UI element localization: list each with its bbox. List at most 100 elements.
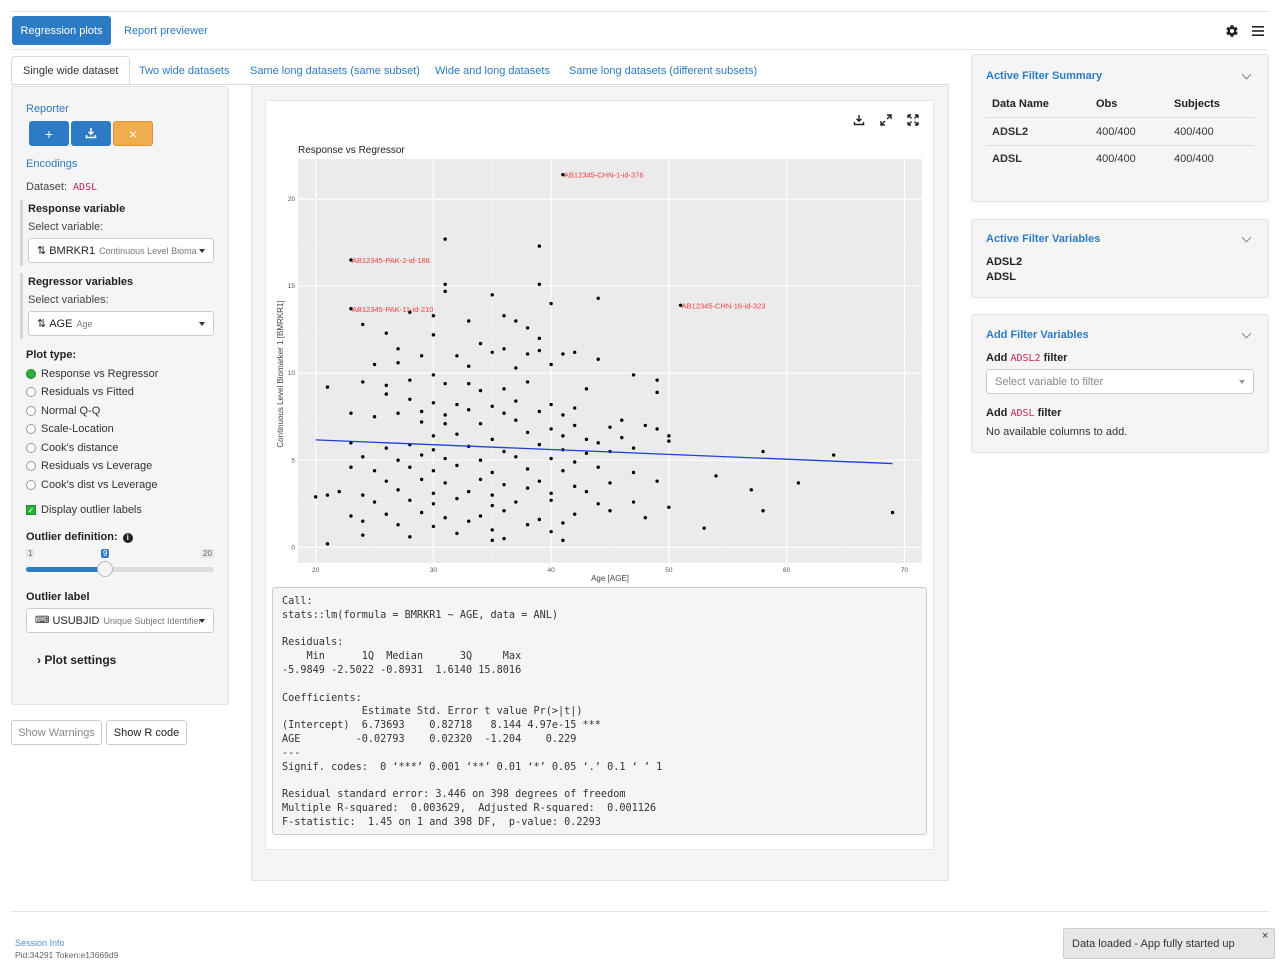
data-point [514, 319, 518, 323]
data-point [549, 529, 553, 534]
data-point [537, 479, 542, 483]
filter-variable-item: ADSL [986, 271, 1016, 283]
data-point [478, 341, 483, 346]
data-point [361, 455, 365, 459]
response-variable-select[interactable]: ⇅ BMRKR1 Continuous Level Biomarker 1 [28, 238, 214, 263]
reset-report-button[interactable]: × [113, 121, 153, 146]
radio-cooks-distance[interactable]: Cook's distance [26, 441, 118, 455]
toast-message: Data loaded - App fully started up [1072, 937, 1235, 950]
data-point [667, 505, 671, 509]
regression-chart: Response vs Regressor 20 30 40 50 60 70 0 5 10 15… [276, 145, 922, 583]
data-point [796, 481, 801, 485]
summary-header-subjects: Subjects [1174, 98, 1220, 110]
data-point [655, 378, 659, 382]
session-info-link[interactable]: Session Info [15, 938, 65, 948]
data-point [455, 496, 459, 501]
add-adsl2-filter-label: Add ADSL2 filter [986, 352, 1068, 364]
data-point [561, 469, 565, 473]
outlier-label-select[interactable]: ⌨ USUBJID Unique Subject Identifier [26, 608, 214, 633]
data-point [478, 421, 483, 426]
radio-cooks-dist-vs-leverage[interactable]: Cook's dist vs Leverage [26, 478, 157, 492]
plot-settings-toggle[interactable]: › Plot settings [37, 653, 117, 667]
display-outlier-labels-checkbox[interactable]: ✓ Display outlier labels [26, 504, 142, 516]
tab-two-wide-datasets[interactable]: Two wide datasets [139, 64, 230, 77]
y-tick-label: 0 [291, 544, 295, 551]
data-point [525, 352, 530, 356]
radio-residuals-vs-fitted[interactable]: Residuals vs Fitted [26, 385, 134, 399]
data-point [596, 502, 600, 506]
data-point [419, 477, 424, 482]
data-point [655, 390, 659, 395]
data-point [502, 314, 506, 318]
nav-tab-report-previewer[interactable]: Report previewer [124, 24, 208, 37]
regressor-variable-select[interactable]: ⇅ AGE Age [28, 311, 214, 336]
select-variable-to-filter[interactable]: Select variable to filter [986, 369, 1254, 394]
data-point [537, 244, 542, 248]
data-point [490, 437, 494, 442]
data-point [431, 448, 436, 452]
y-tick-label: 10 [288, 370, 296, 377]
download-report-button[interactable] [71, 121, 111, 146]
data-point [537, 517, 542, 522]
radio-icon [26, 406, 36, 416]
outlier-label-title: Outlier label [26, 591, 90, 603]
data-point [490, 470, 494, 475]
data-point [431, 524, 436, 529]
expand-icon[interactable] [879, 113, 893, 127]
add-adsl-filter-label: Add ADSL filter [986, 407, 1062, 419]
data-point [596, 465, 600, 469]
data-point [431, 434, 436, 438]
reporter-title: Reporter [26, 103, 69, 115]
data-point [502, 509, 506, 513]
outlier-slider-track[interactable] [26, 567, 214, 572]
response-value-sub: Continuous Level Biomarker 1 [99, 245, 197, 256]
data-point [443, 289, 447, 294]
data-point [514, 500, 518, 504]
data-point [514, 366, 518, 370]
download-icon[interactable] [852, 113, 866, 127]
data-point [431, 469, 436, 473]
data-point [596, 296, 600, 301]
radio-scale-location[interactable]: Scale-Location [26, 422, 114, 436]
outlier-label: AB12345-CHN-16-id-323 [682, 301, 766, 310]
radio-normal-qq[interactable]: Normal Q-Q [26, 404, 100, 418]
hamburger-menu-icon[interactable] [1250, 23, 1266, 39]
regressor-value-sub: Age [76, 318, 93, 329]
data-point [831, 453, 836, 457]
plot-type-title: Plot type: [26, 349, 77, 361]
close-icon[interactable]: × [1262, 930, 1269, 942]
chevron-down-icon [199, 249, 205, 253]
tab-wide-and-long[interactable]: Wide and long datasets [435, 64, 550, 77]
info-icon[interactable]: i [122, 532, 133, 543]
add-card-button[interactable]: + [29, 121, 69, 146]
show-warnings-button[interactable]: Show Warnings [11, 720, 102, 745]
tab-same-long-same-subset[interactable]: Same long datasets (same subset) [250, 64, 420, 77]
response-select-label: Select variable: [28, 221, 104, 233]
data-point [490, 538, 494, 543]
data-point [549, 362, 553, 367]
outlier-slider-handle[interactable] [97, 561, 114, 577]
show-r-code-button[interactable]: Show R code [106, 720, 187, 745]
radio-residuals-vs-leverage[interactable]: Residuals vs Leverage [26, 459, 152, 473]
fullscreen-icon[interactable] [906, 113, 920, 127]
radio-response-vs-regressor[interactable]: Response vs Regressor [26, 367, 158, 381]
data-point [502, 411, 506, 415]
data-point [596, 357, 600, 361]
data-point [384, 446, 389, 450]
gear-icon[interactable] [1224, 23, 1240, 39]
regressor-select-label: Select variables: [28, 294, 109, 306]
keyboard-icon: ⌨ [35, 615, 50, 626]
data-point [572, 484, 577, 489]
tab-same-long-different-subsets[interactable]: Same long datasets (different subsets) [569, 64, 758, 77]
sort-arrows-icon: ⇅ [37, 318, 47, 330]
data-point [537, 336, 542, 341]
x-tick-label: 40 [548, 567, 556, 574]
data-point [596, 441, 600, 445]
tab-single-wide-dataset[interactable]: Single wide dataset [11, 56, 131, 85]
nav-tab-regression-plots[interactable]: Regression plots [12, 16, 111, 45]
data-point [561, 434, 565, 438]
radio-icon [26, 424, 36, 434]
data-point [431, 401, 436, 405]
session-pid: Pid:34291 Token:e13669d9 [15, 950, 119, 960]
data-point [537, 442, 542, 447]
